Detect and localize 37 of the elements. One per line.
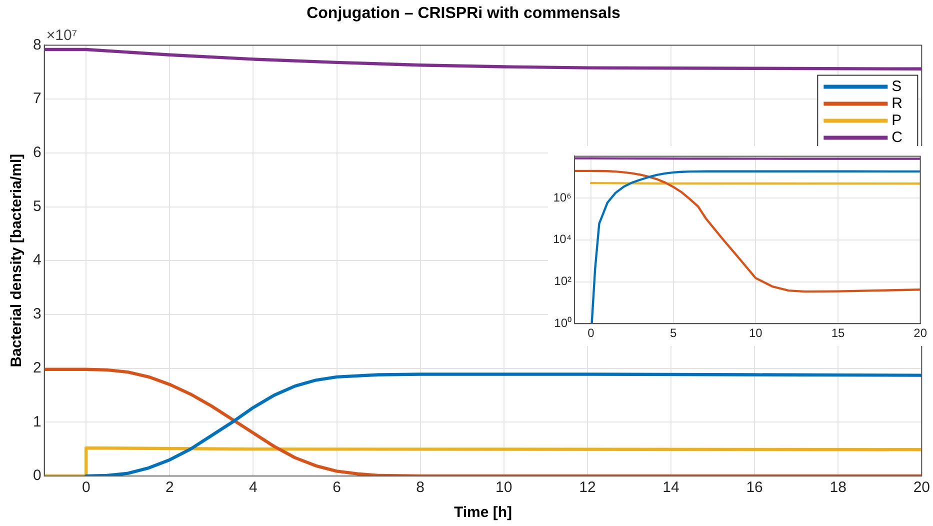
x-tick-label: 15 bbox=[831, 326, 845, 340]
y-tick-label: 10⁶ bbox=[553, 190, 572, 204]
x-tick-label: 2 bbox=[166, 479, 174, 496]
x-tick-label: 14 bbox=[662, 479, 680, 496]
x-tick-label: 18 bbox=[830, 479, 846, 496]
legend-label: R bbox=[892, 94, 903, 112]
y-tick-label: 10⁴ bbox=[552, 232, 572, 246]
x-tick-label: 20 bbox=[913, 479, 930, 496]
y-tick-label: 10⁰ bbox=[554, 316, 572, 330]
legend-label: P bbox=[892, 112, 902, 129]
y-tick-label: 5 bbox=[33, 198, 42, 215]
y-tick-label: 0 bbox=[33, 467, 42, 484]
x-tick-label: 0 bbox=[588, 326, 595, 340]
x-tick-label: 12 bbox=[579, 479, 596, 496]
x-tick-label: 10 bbox=[496, 479, 512, 496]
x-tick-label: 6 bbox=[332, 479, 341, 496]
x-tick-label: 4 bbox=[249, 479, 258, 496]
y-tick-label: 6 bbox=[33, 144, 42, 162]
x-tick-label: 5 bbox=[670, 326, 677, 340]
legend-label: C bbox=[892, 128, 903, 146]
legend-label: S bbox=[892, 78, 902, 95]
y-tick-label: 4 bbox=[33, 252, 42, 269]
x-tick-label: 10 bbox=[748, 326, 763, 340]
y-axis-title: Bacterial density [bacteria/ml] bbox=[8, 154, 26, 368]
x-axis-title: Time [h] bbox=[454, 504, 512, 522]
y-tick-label: 2 bbox=[33, 359, 42, 376]
y-tick-label: 1 bbox=[33, 413, 42, 430]
y-tick-label: 10² bbox=[554, 274, 572, 288]
x-tick-label: 8 bbox=[416, 479, 425, 496]
chart-title: Conjugation – CRISPRi with commensals bbox=[306, 5, 621, 22]
text: ×10⁷ bbox=[46, 26, 78, 44]
x-tick-label: 0 bbox=[82, 479, 90, 496]
y-tick-label: 7 bbox=[33, 90, 42, 108]
y-tick-label: 3 bbox=[33, 306, 42, 323]
x-tick-label: 16 bbox=[746, 479, 763, 496]
x-tick-label: 20 bbox=[914, 326, 928, 340]
y-tick-label: 8 bbox=[33, 36, 42, 54]
